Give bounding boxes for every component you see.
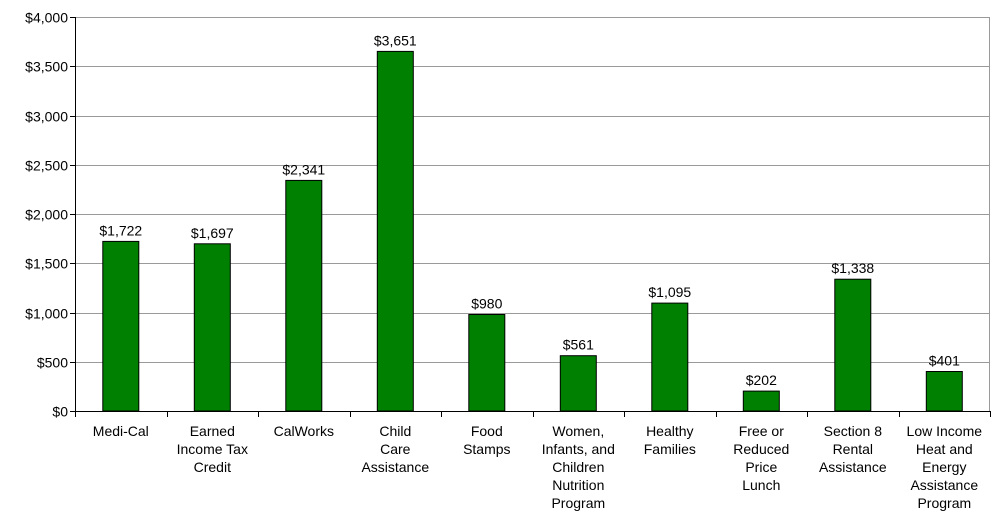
bar — [468, 314, 506, 412]
x-category-label: Healthy — [646, 423, 693, 439]
bar — [285, 179, 323, 412]
x-category-label: Lunch — [742, 477, 780, 493]
y-tick-label: $2,500 — [25, 158, 68, 174]
x-category-label: Earned — [190, 423, 235, 439]
x-category-label: Program — [917, 495, 971, 511]
x-category-label: Price — [745, 459, 777, 475]
data-label: $2,341 — [282, 161, 325, 177]
data-label: $1,722 — [99, 222, 142, 238]
bar — [834, 278, 872, 412]
bar — [102, 240, 140, 412]
y-tick-label: $1,500 — [25, 256, 68, 272]
data-label: $1,338 — [831, 260, 874, 276]
x-category-label: Nutrition — [552, 477, 604, 493]
x-category-label: Heat and — [916, 441, 973, 457]
x-category-label: Families — [644, 441, 696, 457]
y-tick-label: $3,000 — [25, 109, 68, 125]
data-label: $1,697 — [191, 225, 234, 241]
data-label: $401 — [929, 353, 960, 369]
labels: $0 $500 $1,000 $1,500 $2,000 $2,500 $3,000 $3,5… — [25, 10, 982, 512]
x-category-label: Free or — [739, 423, 784, 439]
x-category-label: Assistance — [361, 459, 429, 475]
bars — [102, 50, 963, 412]
data-label: $202 — [746, 372, 777, 388]
x-category-label: Energy — [922, 459, 966, 475]
x-category-label: Section 8 — [824, 423, 883, 439]
x-category-label: Income Tax — [177, 441, 248, 457]
x-category-label: Care — [380, 441, 411, 457]
data-label: $3,651 — [374, 32, 417, 48]
x-category-label: Child — [379, 423, 411, 439]
x-category-label: Assistance — [819, 459, 887, 475]
y-tick-label: $4,000 — [25, 10, 68, 26]
bar — [559, 355, 597, 412]
data-label: $1,095 — [648, 284, 691, 300]
y-tick-label: $3,500 — [25, 59, 68, 75]
x-category-label: CalWorks — [274, 423, 334, 439]
x-category-label: Stamps — [463, 441, 510, 457]
x-category-label: Children — [552, 459, 604, 475]
bar — [376, 50, 414, 412]
bar — [925, 371, 963, 412]
bar — [742, 390, 780, 412]
y-tick-label: $0 — [52, 404, 68, 420]
x-category-label: Infants, and — [542, 441, 615, 457]
bar — [193, 243, 231, 412]
axes — [70, 17, 991, 417]
x-category-label: Food — [471, 423, 503, 439]
y-tick-label: $500 — [37, 355, 68, 371]
x-category-label: Assistance — [910, 477, 978, 493]
x-category-label: Reduced — [733, 441, 789, 457]
x-category-label: Women, — [552, 423, 604, 439]
x-category-label: Medi-Cal — [93, 423, 149, 439]
x-category-label: Low Income — [907, 423, 983, 439]
y-tick-label: $2,000 — [25, 207, 68, 223]
x-category-label: Rental — [833, 441, 873, 457]
data-label: $980 — [471, 296, 502, 312]
x-category-label: Credit — [194, 459, 231, 475]
bar — [651, 302, 689, 412]
data-label: $561 — [563, 337, 594, 353]
y-tick-label: $1,000 — [25, 306, 68, 322]
x-category-label: Program — [551, 495, 605, 511]
